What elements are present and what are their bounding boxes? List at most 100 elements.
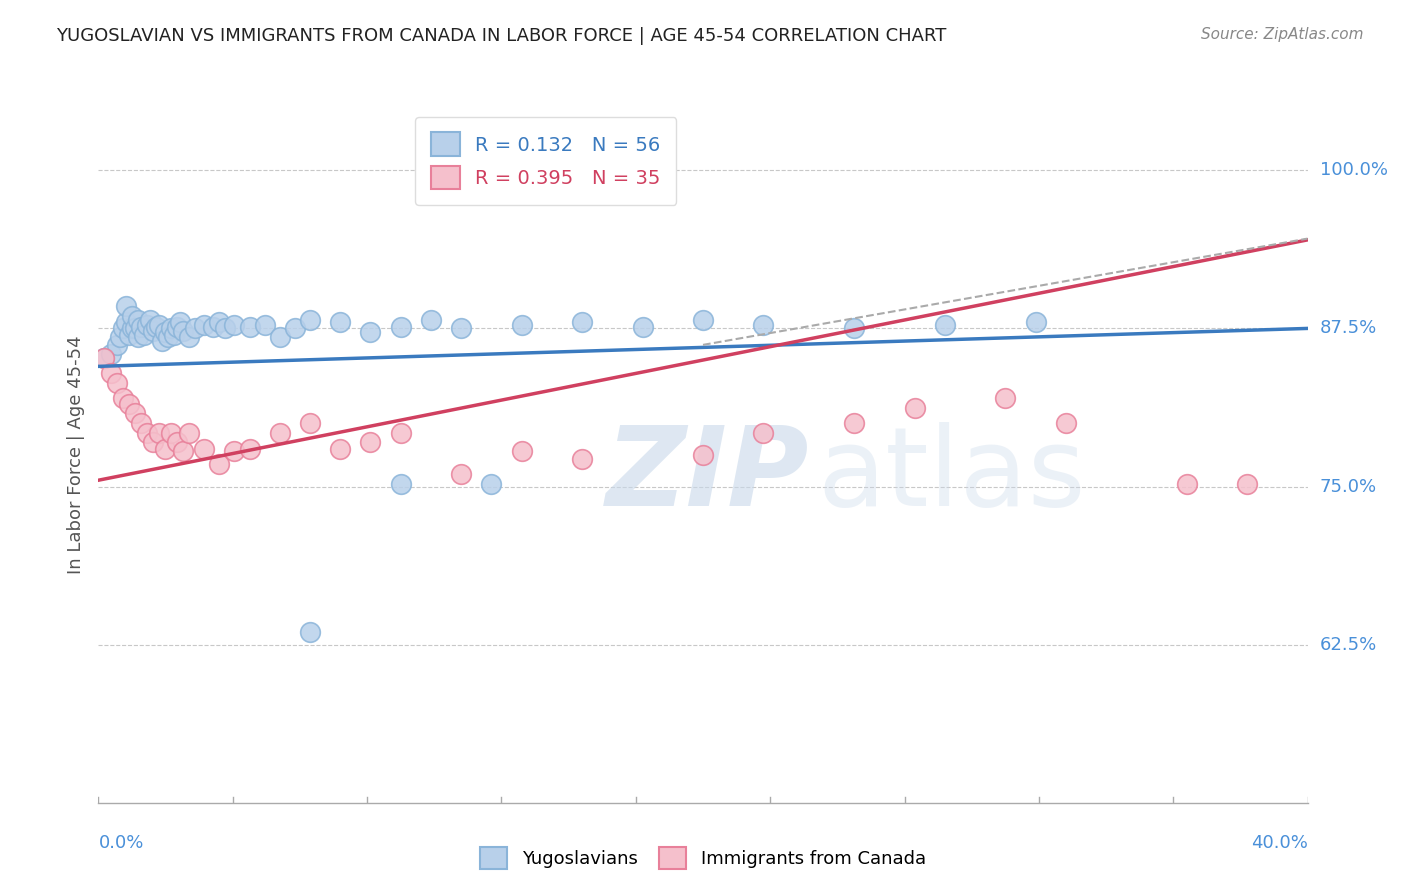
Point — [129, 417, 152, 431]
Point — [934, 318, 956, 332]
Point — [108, 330, 131, 344]
Point — [129, 320, 152, 334]
Point — [208, 457, 231, 471]
Point — [299, 312, 322, 326]
Point — [904, 401, 927, 416]
Point — [1054, 417, 1077, 431]
Point — [166, 435, 188, 450]
Point — [111, 321, 134, 335]
Point — [127, 330, 149, 344]
Point — [121, 321, 143, 335]
Point — [844, 417, 866, 431]
Point — [752, 426, 775, 441]
Point — [389, 477, 412, 491]
Point — [132, 327, 155, 342]
Point — [299, 625, 322, 640]
Point — [752, 318, 775, 332]
Text: 62.5%: 62.5% — [1320, 636, 1376, 654]
Point — [114, 315, 136, 329]
Point — [208, 315, 231, 329]
Point — [142, 324, 165, 338]
Point — [135, 426, 157, 441]
Point — [510, 318, 533, 332]
Point — [284, 321, 307, 335]
Point — [135, 318, 157, 332]
Y-axis label: In Labor Force | Age 45-54: In Labor Force | Age 45-54 — [66, 335, 84, 574]
Point — [139, 312, 162, 326]
Point — [419, 312, 441, 326]
Point — [93, 351, 115, 365]
Text: 75.0%: 75.0% — [1320, 477, 1376, 496]
Point — [239, 320, 262, 334]
Point — [105, 376, 128, 390]
Point — [114, 299, 136, 313]
Point — [1024, 315, 1046, 329]
Point — [172, 324, 194, 338]
Point — [844, 321, 866, 335]
Point — [150, 334, 173, 348]
Point — [177, 330, 201, 344]
Point — [193, 318, 215, 332]
Point — [105, 338, 128, 352]
Point — [692, 312, 714, 326]
Text: 0.0%: 0.0% — [98, 834, 143, 852]
Text: atlas: atlas — [818, 422, 1087, 529]
Point — [692, 448, 714, 462]
Point — [202, 320, 225, 334]
Point — [510, 444, 533, 458]
Point — [166, 320, 188, 334]
Point — [124, 406, 146, 420]
Point — [360, 435, 382, 450]
Point — [214, 321, 236, 335]
Text: 100.0%: 100.0% — [1320, 161, 1388, 179]
Point — [100, 347, 122, 361]
Point — [224, 444, 246, 458]
Point — [100, 366, 122, 380]
Point — [571, 315, 593, 329]
Point — [329, 315, 352, 329]
Point — [239, 442, 262, 456]
Point — [153, 442, 176, 456]
Point — [160, 426, 183, 441]
Point — [172, 444, 194, 458]
Point — [156, 330, 179, 344]
Point — [148, 318, 170, 332]
Point — [329, 442, 352, 456]
Point — [389, 320, 412, 334]
Point — [253, 318, 276, 332]
Point — [142, 435, 165, 450]
Point — [169, 315, 191, 329]
Text: Source: ZipAtlas.com: Source: ZipAtlas.com — [1201, 27, 1364, 42]
Point — [124, 321, 146, 335]
Point — [1175, 477, 1198, 491]
Point — [269, 426, 291, 441]
Legend: Yugoslavians, Immigrants from Canada: Yugoslavians, Immigrants from Canada — [471, 838, 935, 879]
Point — [571, 451, 593, 466]
Point — [299, 417, 322, 431]
Point — [184, 321, 207, 335]
Text: ZIP: ZIP — [606, 422, 810, 529]
Point — [121, 309, 143, 323]
Point — [269, 330, 291, 344]
Point — [360, 325, 382, 339]
Point — [111, 391, 134, 405]
Point — [163, 327, 186, 342]
Point — [224, 318, 246, 332]
Point — [389, 426, 412, 441]
Text: 87.5%: 87.5% — [1320, 319, 1376, 337]
Point — [450, 321, 472, 335]
Text: 40.0%: 40.0% — [1251, 834, 1308, 852]
Text: YUGOSLAVIAN VS IMMIGRANTS FROM CANADA IN LABOR FORCE | AGE 45-54 CORRELATION CHA: YUGOSLAVIAN VS IMMIGRANTS FROM CANADA IN… — [56, 27, 946, 45]
Point — [193, 442, 215, 456]
Point — [118, 327, 141, 342]
Point — [153, 325, 176, 339]
Point — [631, 320, 654, 334]
Point — [994, 391, 1017, 405]
Point — [1236, 477, 1258, 491]
Point — [118, 397, 141, 411]
Point — [148, 426, 170, 441]
Point — [450, 467, 472, 481]
Point — [160, 321, 183, 335]
Point — [177, 426, 201, 441]
Point — [93, 351, 115, 365]
